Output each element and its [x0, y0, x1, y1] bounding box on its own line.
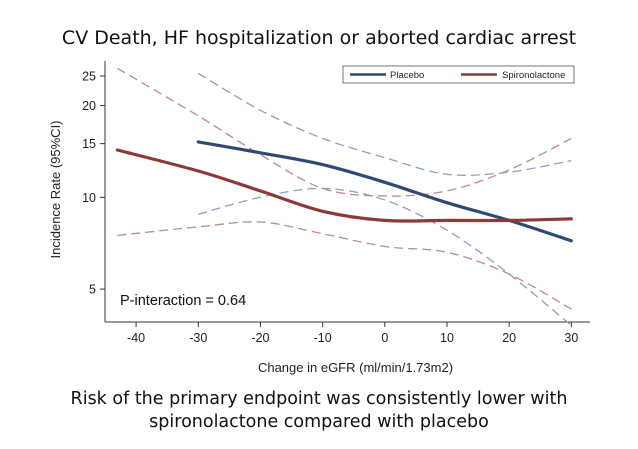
- legend-box: [342, 65, 575, 84]
- placebo-ci-upper-line: [197, 72, 572, 176]
- placebo-series-line: [196, 140, 573, 243]
- y-tick-label: 5: [89, 283, 96, 297]
- legend-label-spironolactone: Spironolactone: [502, 70, 565, 81]
- x-axis-title: Change in eGFR (ml/min/1.73m2): [258, 360, 453, 375]
- chart-caption: Risk of the primary endpoint was consist…: [0, 388, 638, 434]
- caption-line-1: Risk of the primary endpoint was consist…: [70, 389, 568, 409]
- x-tick-label: 30: [564, 331, 578, 345]
- p-interaction-annotation: P-interaction = 0.64: [120, 293, 246, 309]
- spironolactone-ci-lower-line: [117, 221, 572, 310]
- y-tick-label: 10: [82, 191, 96, 205]
- placebo-ci-lower-line: [198, 187, 572, 326]
- x-tick-label: 10: [440, 331, 454, 345]
- plot-area: -40 -30 -20 -10 0 10 20 30 5 10 15 20 25 Change in eG…: [48, 61, 590, 375]
- x-tick-label: -20: [251, 331, 269, 345]
- spironolactone-ci-upper-line: [117, 67, 572, 197]
- spironolactone-series-line: [115, 148, 573, 223]
- caption-line-2: spironolactone compared with placebo: [149, 412, 489, 432]
- x-tick-label: 0: [381, 331, 388, 345]
- x-tick-label: -10: [314, 331, 332, 345]
- legend-label-placebo: Placebo: [390, 70, 424, 81]
- y-tick-label: 15: [82, 137, 96, 151]
- y-tick-label: 25: [82, 70, 96, 84]
- x-tick-label: -40: [127, 331, 145, 345]
- y-tick-label: 20: [82, 99, 96, 113]
- x-tick-label: 20: [502, 331, 516, 345]
- y-axis-title: Incidence Rate (95%CI): [48, 120, 63, 258]
- x-tick-label: -30: [189, 331, 207, 345]
- chart-title: CV Death, HF hospitalization or aborted …: [61, 27, 577, 49]
